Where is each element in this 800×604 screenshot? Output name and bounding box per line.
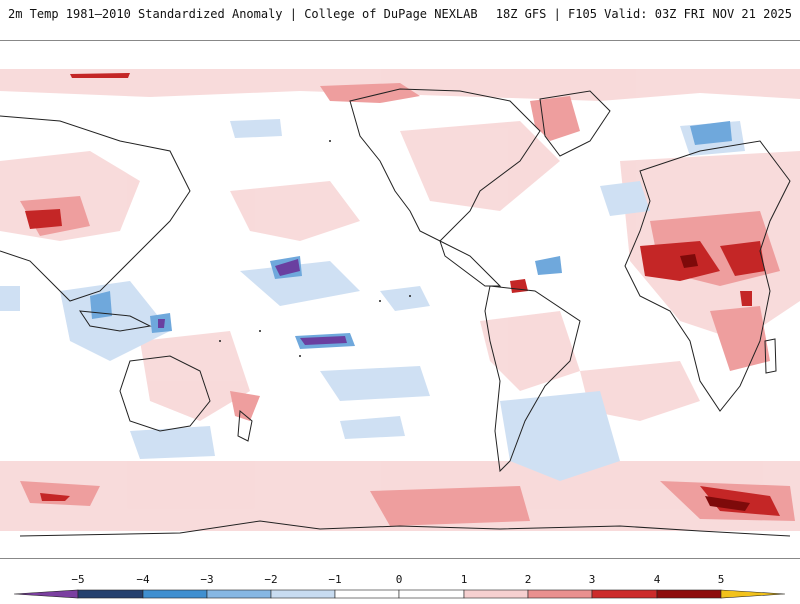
warm-anomaly-extreme-areas xyxy=(680,254,750,511)
colorbar-label-minus2: −2 xyxy=(264,573,278,586)
colorbar-label-1: 1 xyxy=(460,573,468,586)
warm-anomaly-strong-areas xyxy=(25,73,780,516)
australia-outline xyxy=(119,355,211,432)
cool-anomaly-light-areas xyxy=(0,119,745,481)
map-title: 2m Temp 1981–2010 Standardized Anomaly |… xyxy=(8,7,478,21)
colorbar-label-minus4: −4 xyxy=(136,573,150,586)
greenland-outline xyxy=(539,90,611,157)
colorbar-segment-7 xyxy=(463,589,529,599)
antarctica-outline xyxy=(19,520,791,537)
colorbar-segment-6 xyxy=(398,589,465,599)
colorbar-low-extend xyxy=(13,589,79,599)
coastline-outlines xyxy=(0,88,791,537)
europe-africa-outline xyxy=(624,140,791,412)
asia-outline xyxy=(0,115,191,302)
cool-anomaly-extreme-areas xyxy=(158,259,347,345)
colorbar-segment-9 xyxy=(591,589,658,599)
colorbar-segment-4 xyxy=(270,589,336,599)
colorbar-high-extend xyxy=(720,589,786,599)
madagascar-outline xyxy=(764,338,777,374)
colorbar-segment-8 xyxy=(527,589,593,599)
colorbar-label-3: 3 xyxy=(588,573,596,586)
colorbar xyxy=(0,560,800,600)
colorbar-label-4: 4 xyxy=(653,573,661,586)
colorbar-segment-1 xyxy=(77,589,144,599)
north-america-outline xyxy=(349,88,541,242)
colorbar-graphic xyxy=(13,589,786,599)
colorbar-label-minus5: −5 xyxy=(71,573,85,586)
colorbar-label-zero: 0 xyxy=(395,573,403,586)
colorbar-segment-10 xyxy=(656,589,722,599)
colorbar-segment-2 xyxy=(142,589,208,599)
map-canvas xyxy=(0,41,800,558)
colorbar-segment-5 xyxy=(334,589,400,599)
model-run-info: 18Z GFS | F105 Valid: 03Z FRI NOV 21 202… xyxy=(495,7,792,21)
colorbar-segment-3 xyxy=(206,589,272,599)
pacific-islands xyxy=(219,140,411,357)
colorbar-label-minus3: −3 xyxy=(200,573,214,586)
header-bar: 2m Temp 1981–2010 Standardized Anomaly |… xyxy=(0,0,800,40)
colorbar-label-minus1: −1 xyxy=(328,573,342,586)
south-america-outline xyxy=(484,285,581,473)
colorbar-label-2: 2 xyxy=(524,573,532,586)
new-zealand-outline xyxy=(237,409,253,442)
indonesia-outline xyxy=(78,310,152,332)
colorbar-label-5: 5 xyxy=(717,573,725,586)
cool-anomaly-medium-areas xyxy=(90,121,732,349)
anomaly-map[interactable] xyxy=(0,40,800,559)
